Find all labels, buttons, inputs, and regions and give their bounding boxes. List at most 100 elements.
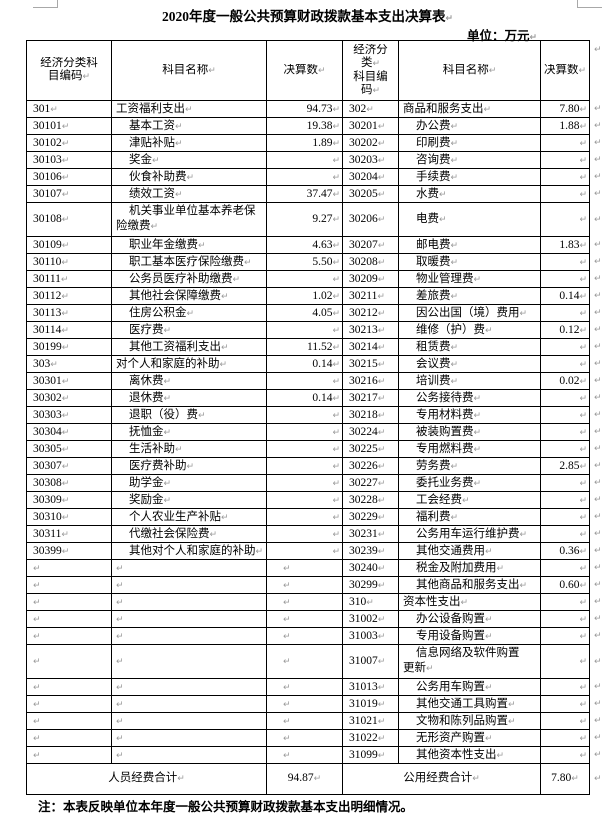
row-end-mark-cell: ↵ [590, 628, 615, 645]
cell-text: 公务用车购置 [416, 680, 485, 693]
paragraph-mark-icon: ↵ [116, 580, 124, 591]
paragraph-mark-icon: ↵ [594, 104, 602, 114]
cell-text: 30228 [349, 493, 378, 506]
cell-text: 电费 [416, 212, 439, 225]
paragraph-mark-icon: ↵ [372, 58, 381, 69]
table-row: ↵ ↵ ↵ 31003↵ 专用设备购置↵ ↵ ↵ [26, 627, 615, 645]
cell-text: 31099 [349, 748, 378, 761]
paragraph-mark-icon: ↵ [473, 274, 482, 285]
cell-text: 301 [33, 102, 51, 115]
paragraph-mark-icon: ↵ [594, 240, 602, 250]
right-code-cell: 30205↵ [342, 185, 399, 203]
paragraph-mark-icon: ↵ [377, 444, 386, 455]
header-left-name: 科目名称↵ [111, 40, 267, 101]
paragraph-mark-icon: ↵ [579, 359, 587, 370]
right-name-cell: 信息网络及软件购置 更新↵ [398, 644, 541, 679]
right-value-cell: 0.14↵ [540, 287, 590, 305]
paragraph-mark-icon: ↵ [185, 104, 193, 115]
header-text: 经济分类 [353, 43, 388, 69]
left-code-cell: 30106↵ [26, 168, 112, 186]
row-end-mark-cell: ↵ [590, 764, 615, 795]
left-code-cell: ↵ [26, 627, 112, 645]
paragraph-mark-icon: ↵ [377, 342, 386, 353]
row-end-mark-cell: ↵ [590, 271, 615, 288]
paragraph-mark-icon: ↵ [594, 44, 602, 55]
right-value-cell: ↵ [540, 525, 590, 543]
cell-text: 福利费 [416, 510, 451, 523]
paragraph-mark-icon: ↵ [283, 750, 291, 761]
left-value-cell: ↵ [266, 474, 343, 492]
paragraph-mark-icon: ↵ [579, 172, 587, 183]
paragraph-mark-icon: ↵ [332, 274, 340, 285]
cell-text: 抚恤金 [129, 425, 164, 438]
row-end-mark-cell: ↵ [590, 594, 615, 611]
paragraph-mark-icon: ↵ [485, 614, 493, 625]
header-right-value: 决算数↵ [540, 40, 590, 101]
right-value-cell: 1.83↵ [540, 236, 590, 254]
left-value-cell: ↵ [266, 270, 343, 288]
paragraph-mark-icon: ↵ [472, 774, 480, 784]
left-name-cell: 其他社会保障缴费↵ [111, 287, 267, 305]
right-code-cell: 30206↵ [342, 202, 399, 237]
right-name-cell: 维修（护）费↵ [398, 321, 541, 339]
paragraph-mark-icon: ↵ [61, 172, 70, 183]
cell-text: 30231 [349, 527, 378, 540]
cell-text: 94.87 [287, 772, 314, 784]
header-text: 决算数 [283, 63, 318, 76]
left-code-cell: 30111↵ [26, 270, 112, 288]
paragraph-mark-icon: ↵ [594, 495, 602, 505]
cell-text: 30214 [349, 340, 378, 353]
cell-text: 30202 [349, 136, 378, 149]
right-value-cell: 2.85↵ [540, 457, 590, 475]
paragraph-mark-icon: ↵ [332, 410, 340, 421]
table-row: 30101↵ 基本工资↵ 19.38↵ 30201↵ 办公费↵ 1.88↵ ↵ [26, 117, 615, 135]
cell-text: 30213 [349, 323, 378, 336]
table-row: 30310↵ 个人农业生产补贴↵ ↵ 30229↵ 福利费↵ ↵ ↵ [26, 508, 615, 526]
cell-text: 生活补助 [129, 442, 175, 455]
paragraph-mark-icon: ↵ [61, 257, 69, 268]
paragraph-mark-icon: ↵ [594, 478, 602, 488]
paragraph-mark-icon: ↵ [594, 563, 602, 573]
right-value-cell: ↵ [540, 389, 590, 407]
cell-text: 咨询费 [416, 153, 451, 166]
right-code-cell: 30227↵ [342, 474, 399, 492]
cell-text: 水费 [416, 187, 439, 200]
cell-text: 30205 [349, 187, 378, 200]
cell-text: 30305 [33, 442, 62, 455]
left-value-cell: ↵ [266, 712, 343, 730]
right-name-cell: 取暖费↵ [398, 253, 541, 271]
right-value-cell: ↵ [540, 695, 590, 713]
left-value-cell: ↵ [266, 423, 343, 441]
cell-text: 因公出国（境）费用 [416, 306, 520, 319]
paragraph-mark-icon: ↵ [594, 774, 602, 784]
right-code-cell: 30218↵ [342, 406, 399, 424]
left-name-cell: ↵ [111, 644, 267, 679]
cell-text: 30110 [33, 255, 62, 268]
paragraph-mark-icon: ↵ [33, 750, 41, 761]
left-value-cell: 11.52↵ [266, 338, 343, 356]
cell-text: 其他交通费用 [416, 544, 485, 557]
paragraph-mark-icon: ↵ [61, 121, 70, 132]
totals-row: 人员经费合计↵ 94.87↵ 公用经费合计↵ 7.80↵ ↵ [26, 763, 615, 795]
paragraph-mark-icon: ↵ [332, 427, 340, 438]
cell-text: 办公设备购置 [416, 612, 485, 625]
cell-text: 印刷费 [416, 136, 451, 149]
paragraph-mark-icon: ↵ [116, 716, 124, 727]
paragraph-mark-icon: ↵ [377, 461, 386, 472]
paragraph-mark-icon: ↵ [61, 410, 70, 421]
paragraph-mark-icon: ↵ [116, 614, 124, 625]
left-value-cell: 0.14↵ [266, 389, 343, 407]
row-end-mark-cell: ↵ [590, 237, 615, 254]
table-row: 30399↵ 其他对个人和家庭的补助↵ ↵ 30239↵ 其他交通费用↵ 0.36↵ ↵ [26, 542, 615, 560]
paragraph-mark-icon: ↵ [579, 716, 587, 727]
cell-text: 30309 [33, 493, 62, 506]
paragraph-mark-icon: ↵ [594, 359, 602, 369]
paragraph-mark-icon: ↵ [519, 529, 528, 540]
right-value-cell: ↵ [540, 508, 590, 526]
header-right-code: 经济分类↵ 科目编码↵ [342, 40, 399, 101]
right-code-cell: 30209↵ [342, 270, 399, 288]
paragraph-mark-icon: ↵ [439, 214, 447, 225]
cell-text: 30109 [33, 238, 62, 251]
table-row: 30102↵ 津贴补贴↵ 1.89↵ 30202↵ 印刷费↵ ↵ ↵ [26, 134, 615, 152]
table-body: 301↵ 工资福利支出↵ 94.73↵ 302↵ 商品和服务支出↵ 7.80↵ ↵ 30101… [26, 100, 615, 795]
